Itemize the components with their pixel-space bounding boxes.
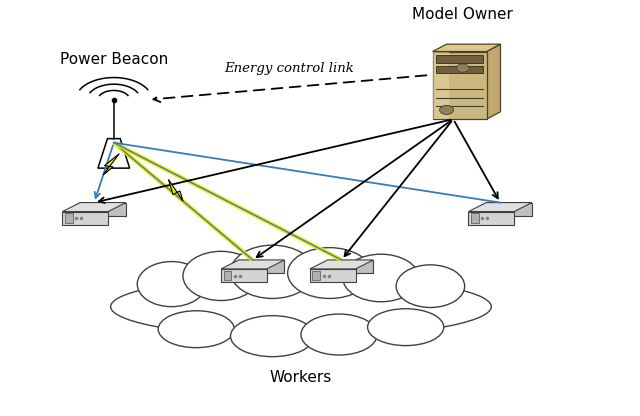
Text: Model Owner: Model Owner — [412, 7, 513, 22]
Ellipse shape — [396, 265, 465, 307]
Polygon shape — [65, 213, 72, 223]
Polygon shape — [239, 260, 284, 273]
Polygon shape — [486, 203, 532, 215]
Polygon shape — [63, 203, 126, 212]
Ellipse shape — [111, 276, 492, 337]
Polygon shape — [103, 154, 119, 175]
Polygon shape — [221, 260, 284, 269]
Circle shape — [440, 105, 454, 114]
Polygon shape — [312, 270, 320, 280]
Polygon shape — [468, 212, 514, 225]
Polygon shape — [433, 52, 486, 119]
Polygon shape — [436, 66, 483, 73]
Polygon shape — [433, 52, 449, 119]
Text: Power Beacon: Power Beacon — [60, 52, 168, 67]
Ellipse shape — [343, 254, 419, 302]
Ellipse shape — [287, 248, 371, 298]
Polygon shape — [221, 269, 267, 282]
Ellipse shape — [158, 311, 234, 348]
Polygon shape — [310, 269, 356, 282]
Polygon shape — [80, 203, 126, 215]
Circle shape — [456, 64, 469, 72]
Ellipse shape — [137, 262, 206, 307]
Ellipse shape — [367, 309, 444, 346]
Text: Energy control link: Energy control link — [224, 62, 354, 75]
Polygon shape — [328, 260, 373, 273]
Polygon shape — [63, 212, 108, 225]
Text: Workers: Workers — [270, 370, 332, 385]
Polygon shape — [486, 44, 500, 119]
Polygon shape — [468, 203, 532, 212]
Polygon shape — [471, 213, 479, 223]
Polygon shape — [223, 270, 231, 280]
Polygon shape — [310, 260, 373, 269]
Ellipse shape — [230, 245, 314, 298]
Ellipse shape — [301, 314, 377, 355]
Polygon shape — [433, 44, 500, 52]
Ellipse shape — [230, 316, 314, 357]
Polygon shape — [98, 139, 130, 168]
Polygon shape — [168, 179, 183, 201]
Ellipse shape — [183, 251, 259, 300]
Polygon shape — [436, 55, 483, 63]
